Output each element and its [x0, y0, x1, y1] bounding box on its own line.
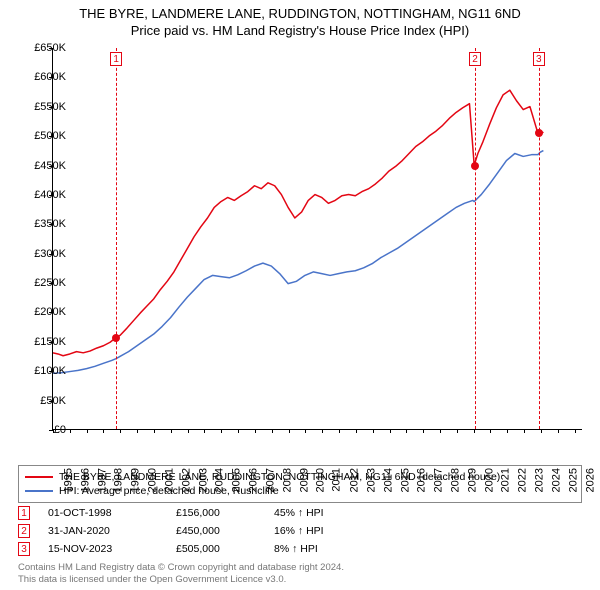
footer-line-2: This data is licensed under the Open Gov… — [18, 574, 582, 586]
x-tick-label: 2005 — [231, 468, 243, 492]
marker-dashed-3 — [539, 48, 540, 429]
x-tick-label: 2000 — [147, 468, 159, 492]
x-tick-label: 2013 — [365, 468, 377, 492]
y-tick-label: £500K — [34, 130, 66, 142]
legend-swatch-hpi — [25, 490, 53, 492]
y-tick-label: £100K — [34, 365, 66, 377]
x-tick-label: 2006 — [248, 468, 260, 492]
marker-box-1: 1 — [110, 52, 122, 66]
y-tick-label: £0 — [54, 424, 66, 436]
sales-row-1: 1 01-OCT-1998 £156,000 45% ↑ HPI — [18, 504, 582, 522]
chart-container: THE BYRE, LANDMERE LANE, RUDDINGTON, NOT… — [0, 0, 600, 590]
x-tick-label: 2008 — [281, 468, 293, 492]
sales-table: 1 01-OCT-1998 £156,000 45% ↑ HPI 2 31-JA… — [18, 504, 582, 558]
title-block: THE BYRE, LANDMERE LANE, RUDDINGTON, NOT… — [0, 0, 600, 40]
sales-price-2: £450,000 — [176, 525, 256, 537]
x-tick-label: 2012 — [349, 468, 361, 492]
x-tick-label: 2024 — [550, 468, 562, 492]
sales-marker-3: 3 — [18, 542, 30, 556]
marker-dot-2 — [471, 162, 479, 170]
sales-marker-2: 2 — [18, 524, 30, 538]
sales-date-2: 31-JAN-2020 — [48, 525, 158, 537]
x-tick-label: 2003 — [197, 468, 209, 492]
footer-line-1: Contains HM Land Registry data © Crown c… — [18, 562, 582, 574]
x-tick-label: 2021 — [500, 468, 512, 492]
x-tick-label: 2020 — [483, 468, 495, 492]
x-tick-label: 1996 — [79, 468, 91, 492]
footer-attribution: Contains HM Land Registry data © Crown c… — [18, 562, 582, 586]
marker-box-3: 3 — [533, 52, 545, 66]
y-tick-label: £50K — [40, 395, 66, 407]
sales-row-2: 2 31-JAN-2020 £450,000 16% ↑ HPI — [18, 522, 582, 540]
chart-svg — [53, 48, 582, 429]
sales-price-1: £156,000 — [176, 507, 256, 519]
x-tick-label: 2009 — [298, 468, 310, 492]
legend-swatch-property — [25, 476, 53, 478]
x-tick-label: 2026 — [584, 468, 596, 492]
sales-date-1: 01-OCT-1998 — [48, 507, 158, 519]
y-tick-label: £600K — [34, 71, 66, 83]
marker-dashed-2 — [475, 48, 476, 429]
y-tick-label: £250K — [34, 277, 66, 289]
sales-marker-1: 1 — [18, 506, 30, 520]
y-tick-label: £150K — [34, 336, 66, 348]
x-tick-label: 2014 — [382, 468, 394, 492]
y-tick-label: £350K — [34, 218, 66, 230]
x-tick-label: 2016 — [416, 468, 428, 492]
marker-dashed-1 — [116, 48, 117, 429]
sales-diff-3: 8% ↑ HPI — [274, 543, 364, 555]
x-tick-label: 2010 — [315, 468, 327, 492]
sales-diff-1: 45% ↑ HPI — [274, 507, 364, 519]
x-tick-label: 2007 — [264, 468, 276, 492]
series-line-property — [53, 90, 543, 356]
marker-dot-3 — [535, 129, 543, 137]
sales-diff-2: 16% ↑ HPI — [274, 525, 364, 537]
chart-plot-area: 1 2 3 — [52, 48, 582, 430]
series-line-hpi — [53, 151, 543, 374]
sales-date-3: 15-NOV-2023 — [48, 543, 158, 555]
x-tick-label: 2011 — [331, 468, 343, 492]
y-tick-label: £400K — [34, 189, 66, 201]
x-tick-label: 2025 — [567, 468, 579, 492]
x-tick-label: 2018 — [449, 468, 461, 492]
title-line-1: THE BYRE, LANDMERE LANE, RUDDINGTON, NOT… — [0, 6, 600, 23]
x-tick-label: 2015 — [399, 468, 411, 492]
x-tick-label: 2002 — [180, 468, 192, 492]
x-tick-label: 2004 — [214, 468, 226, 492]
sales-row-3: 3 15-NOV-2023 £505,000 8% ↑ HPI — [18, 540, 582, 558]
title-line-2: Price paid vs. HM Land Registry's House … — [0, 23, 600, 40]
x-tick-label: 2023 — [534, 468, 546, 492]
x-tick-label: 2019 — [466, 468, 478, 492]
x-tick-label: 1995 — [62, 468, 74, 492]
x-tick-label: 2001 — [163, 468, 175, 492]
x-tick-label: 1999 — [130, 468, 142, 492]
marker-box-2: 2 — [469, 52, 481, 66]
marker-dot-1 — [112, 334, 120, 342]
y-tick-label: £550K — [34, 101, 66, 113]
x-tick-label: 1997 — [96, 468, 108, 492]
y-tick-label: £650K — [34, 42, 66, 54]
x-tick-label: 2017 — [433, 468, 445, 492]
sales-price-3: £505,000 — [176, 543, 256, 555]
y-tick-label: £200K — [34, 306, 66, 318]
x-tick-label: 2022 — [517, 468, 529, 492]
y-tick-label: £450K — [34, 160, 66, 172]
x-tick-label: 1998 — [113, 468, 125, 492]
y-tick-label: £300K — [34, 248, 66, 260]
